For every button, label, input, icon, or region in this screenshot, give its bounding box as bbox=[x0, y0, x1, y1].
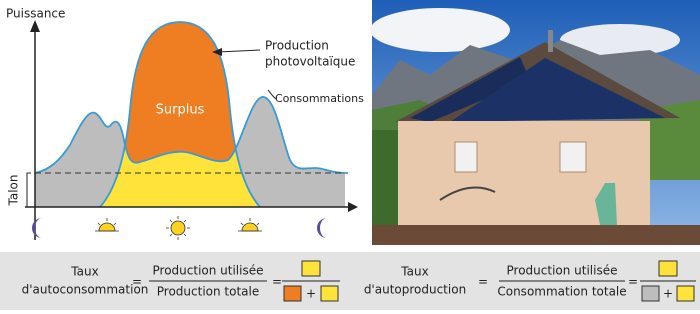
formula-name: Taux bbox=[400, 265, 428, 279]
house-photo bbox=[370, 0, 700, 245]
equals-sign: = bbox=[272, 275, 282, 289]
photo-shape bbox=[113, 222, 117, 226]
denominator: Consommation totale bbox=[497, 285, 626, 299]
equals-sign: = bbox=[478, 275, 488, 289]
base-load-label: Talon bbox=[7, 175, 21, 207]
photo-shape bbox=[169, 233, 173, 237]
yellow-square bbox=[658, 260, 678, 277]
y-axis-label: Puissance bbox=[6, 7, 65, 21]
photo-shape bbox=[372, 225, 700, 245]
production-label: Production bbox=[265, 39, 329, 53]
photo-shape bbox=[439, 186, 496, 201]
photo-shape bbox=[410, 57, 530, 122]
photo-shape bbox=[241, 222, 259, 232]
photo-shape bbox=[97, 222, 101, 226]
consumption-pointer bbox=[267, 89, 277, 100]
numerator: Production utilisée bbox=[507, 264, 618, 278]
production-pointer bbox=[217, 49, 261, 53]
x-axis-arrow bbox=[348, 202, 358, 212]
numerator: Production utilisée bbox=[153, 264, 264, 278]
formula-name: Taux bbox=[70, 265, 98, 279]
photo-shape bbox=[183, 219, 187, 223]
surplus-label: Surplus bbox=[156, 103, 205, 118]
plus-sign: + bbox=[306, 287, 316, 301]
base-load-bracket bbox=[26, 172, 31, 208]
photo-shape bbox=[595, 183, 617, 225]
photo-shape bbox=[548, 30, 553, 52]
plus-sign: + bbox=[663, 287, 673, 301]
photo-shape bbox=[240, 222, 244, 226]
yellow-square bbox=[320, 285, 339, 302]
photo-shape bbox=[560, 24, 680, 56]
production-pointer-head bbox=[212, 48, 222, 56]
consumption-label: Consommations bbox=[275, 92, 364, 105]
power-diagram: Puissance Talon Surplus Production photo… bbox=[6, 7, 364, 240]
photo-shape bbox=[640, 100, 700, 180]
production-curve bbox=[99, 21, 261, 208]
sunset-icon bbox=[238, 218, 262, 232]
other-square bbox=[283, 285, 302, 302]
photo-shape bbox=[183, 233, 187, 237]
sunrise-icon bbox=[95, 218, 119, 232]
photo-shape bbox=[450, 58, 665, 122]
equals-sign: = bbox=[628, 275, 638, 289]
photo-shape bbox=[169, 219, 173, 223]
equals-sign: = bbox=[132, 275, 142, 289]
moon-icon bbox=[317, 218, 327, 238]
other-square bbox=[641, 285, 660, 302]
formula-name: d'autoproduction bbox=[364, 283, 466, 297]
photo-shape bbox=[256, 222, 260, 226]
photo-shape bbox=[98, 222, 116, 232]
moon-icon bbox=[32, 218, 42, 238]
sun-icon bbox=[166, 216, 190, 240]
yellow-square bbox=[301, 260, 321, 277]
yellow-square bbox=[676, 285, 695, 302]
y-axis-arrow bbox=[30, 20, 40, 32]
photo-shape bbox=[559, 141, 587, 173]
consumption-area bbox=[35, 96, 345, 207]
photo-shape bbox=[370, 8, 510, 52]
photo-shape bbox=[170, 220, 186, 236]
photo-shape bbox=[454, 141, 478, 173]
formula-name: d'autoconsommation bbox=[22, 283, 149, 297]
consumption-curve bbox=[34, 96, 346, 174]
production-label: photovoltaïque bbox=[265, 55, 355, 69]
denominator: Production totale bbox=[157, 285, 259, 299]
